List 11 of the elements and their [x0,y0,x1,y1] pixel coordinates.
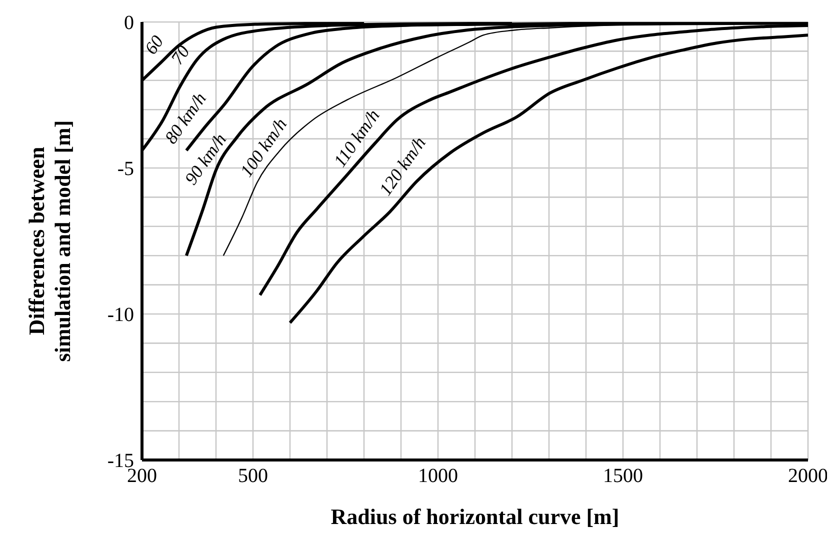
x-tick-label: 1500 [603,465,643,488]
x-tick-label: 500 [238,465,268,488]
x-tick-label: 2000 [788,465,828,488]
text: 70 [166,42,194,68]
x-axis-title: Radius of horizontal curve [m] [330,504,620,529]
y-tick-label: -5 [117,158,134,180]
y-tick-label: 0 [124,12,134,34]
text: 60 [140,32,168,58]
x-tick-label: 1000 [418,465,458,488]
y-tick-label: -10 [107,304,134,326]
y-axis-title: Differences between simulation and model [m] [24,120,75,362]
